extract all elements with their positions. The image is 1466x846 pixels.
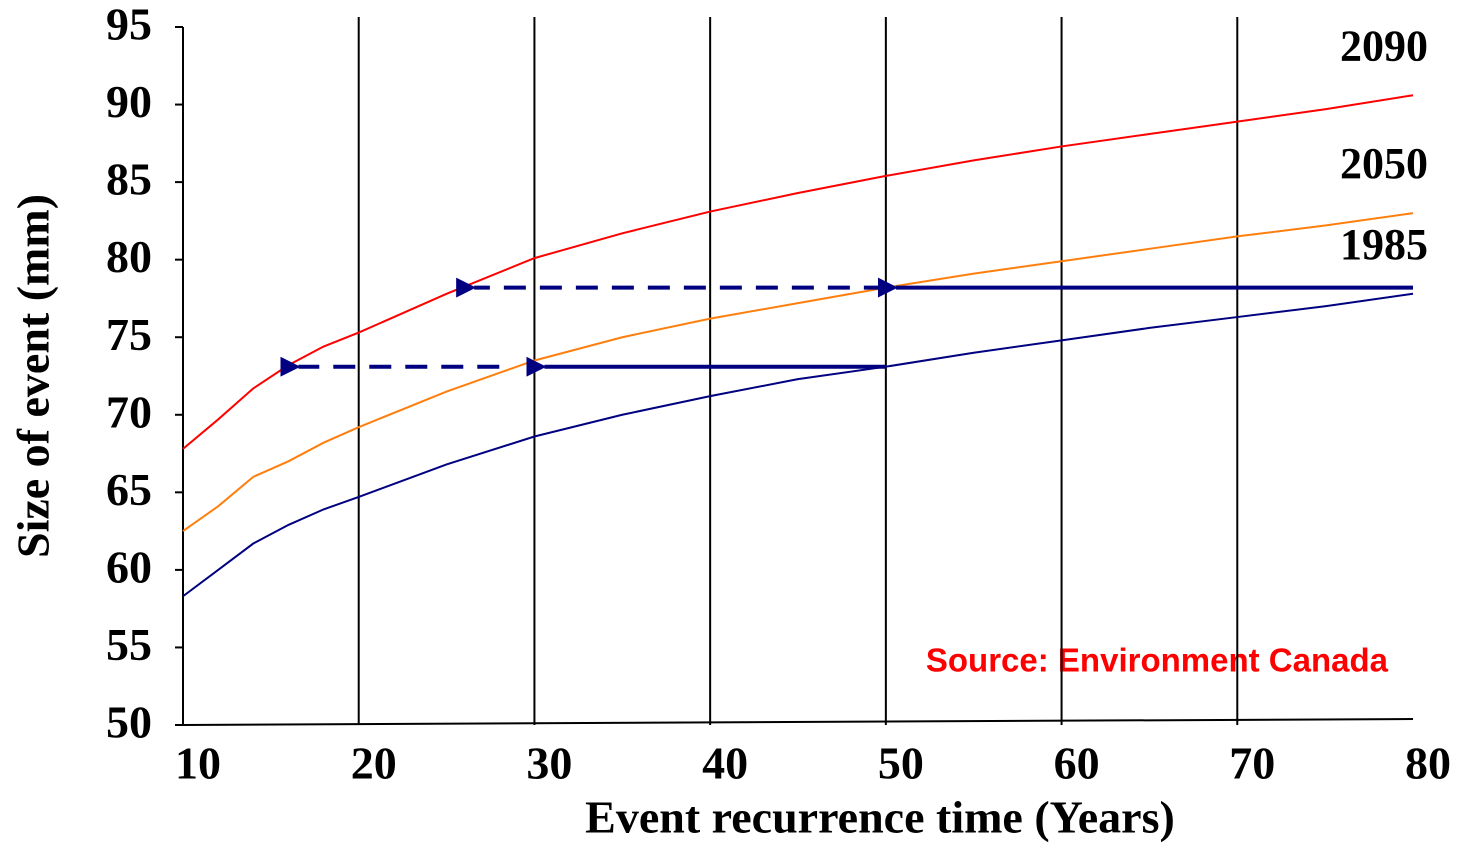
series-label: 2090 [1340, 21, 1428, 70]
y-tick-label: 75 [106, 309, 152, 360]
x-tick-label: 70 [1229, 738, 1275, 789]
x-tick-label: 10 [175, 738, 221, 789]
series-line [182, 212, 1414, 532]
x-axis [182, 718, 1414, 726]
x-tick-label: 60 [1054, 738, 1100, 789]
x-tick-label: 20 [351, 738, 397, 789]
y-tick-label: 80 [106, 231, 152, 282]
y-tick-label: 85 [106, 154, 152, 205]
x-tick-label: 50 [878, 738, 924, 789]
y-tick-label: 60 [106, 541, 152, 592]
series-label: 1985 [1340, 220, 1428, 269]
y-tick-label: 90 [106, 76, 152, 127]
x-tick-label: 30 [526, 738, 572, 789]
y-tick-label: 65 [106, 464, 152, 515]
source-note: Source: Environment Canada [926, 642, 1389, 679]
y-tick-label: 95 [106, 0, 152, 50]
x-tick-label: 80 [1405, 738, 1451, 789]
series-label: 2050 [1340, 139, 1428, 188]
series-line [182, 292, 1414, 598]
y-tick-label: 50 [106, 697, 152, 748]
y-tick-label: 55 [106, 619, 152, 670]
y-axis-label: Size of event (mm) [8, 194, 59, 558]
x-tick-label: 40 [702, 738, 748, 789]
x-axis-label: Event recurrence time (Years) [585, 792, 1175, 843]
y-tick-label: 70 [106, 386, 152, 437]
series-line [182, 94, 1414, 450]
